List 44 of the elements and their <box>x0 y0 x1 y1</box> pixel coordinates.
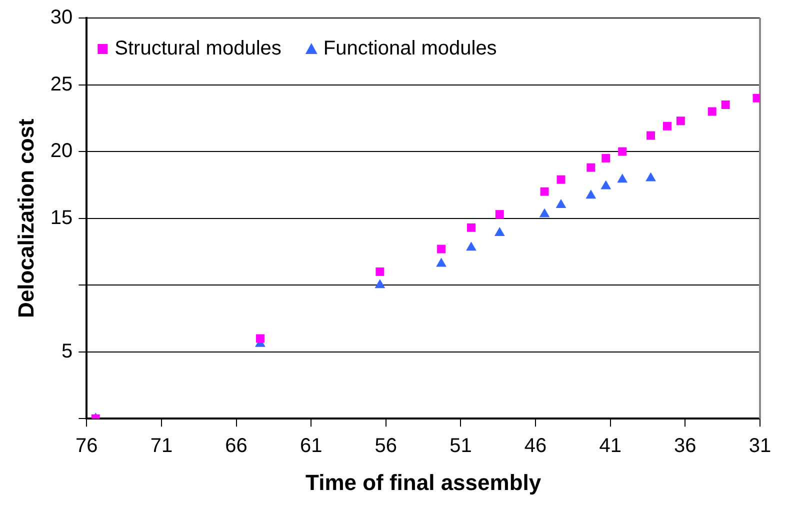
x-tick-label: 71 <box>150 435 173 458</box>
x-tick-label: 51 <box>450 435 472 458</box>
point <box>662 122 672 130</box>
point <box>617 174 628 183</box>
point <box>466 242 476 251</box>
y-tick-label: 25 <box>50 73 73 96</box>
legend-label: Structural modules <box>114 38 282 60</box>
legend-label: Functional modules <box>323 38 497 60</box>
point <box>600 180 612 190</box>
point <box>540 187 549 196</box>
point <box>586 190 596 199</box>
x-tick-label: 56 <box>374 435 398 458</box>
point <box>586 163 596 172</box>
y-tick-label: 20 <box>50 140 73 162</box>
point <box>752 94 760 102</box>
y-tick-label: 5 <box>62 340 73 362</box>
point <box>618 147 627 156</box>
point <box>721 100 730 110</box>
point <box>646 131 656 140</box>
x-tick-label: 46 <box>524 435 547 458</box>
point <box>495 210 504 219</box>
point <box>494 226 505 236</box>
y-axis-title: Delocalization cost <box>13 118 38 318</box>
x-tick-label: 41 <box>599 435 622 458</box>
point <box>376 267 384 276</box>
y-tick-label: 30 <box>50 6 73 29</box>
point <box>556 175 566 184</box>
point <box>437 244 446 254</box>
x-tick-label: 66 <box>225 435 248 458</box>
point <box>556 198 566 208</box>
x-tick-label: 61 <box>300 435 322 458</box>
point <box>539 208 550 218</box>
point <box>374 279 386 288</box>
x-tick-label: 36 <box>674 435 696 458</box>
x-axis-title: Time of final assembly <box>306 470 542 495</box>
x-tick-label: 76 <box>76 435 98 458</box>
point <box>602 154 610 162</box>
y-tick-label: 15 <box>50 206 73 229</box>
point <box>466 223 476 232</box>
point <box>436 258 446 267</box>
point <box>708 107 716 116</box>
point <box>676 116 685 126</box>
x-tick-label: 31 <box>748 435 772 458</box>
point <box>646 172 656 182</box>
